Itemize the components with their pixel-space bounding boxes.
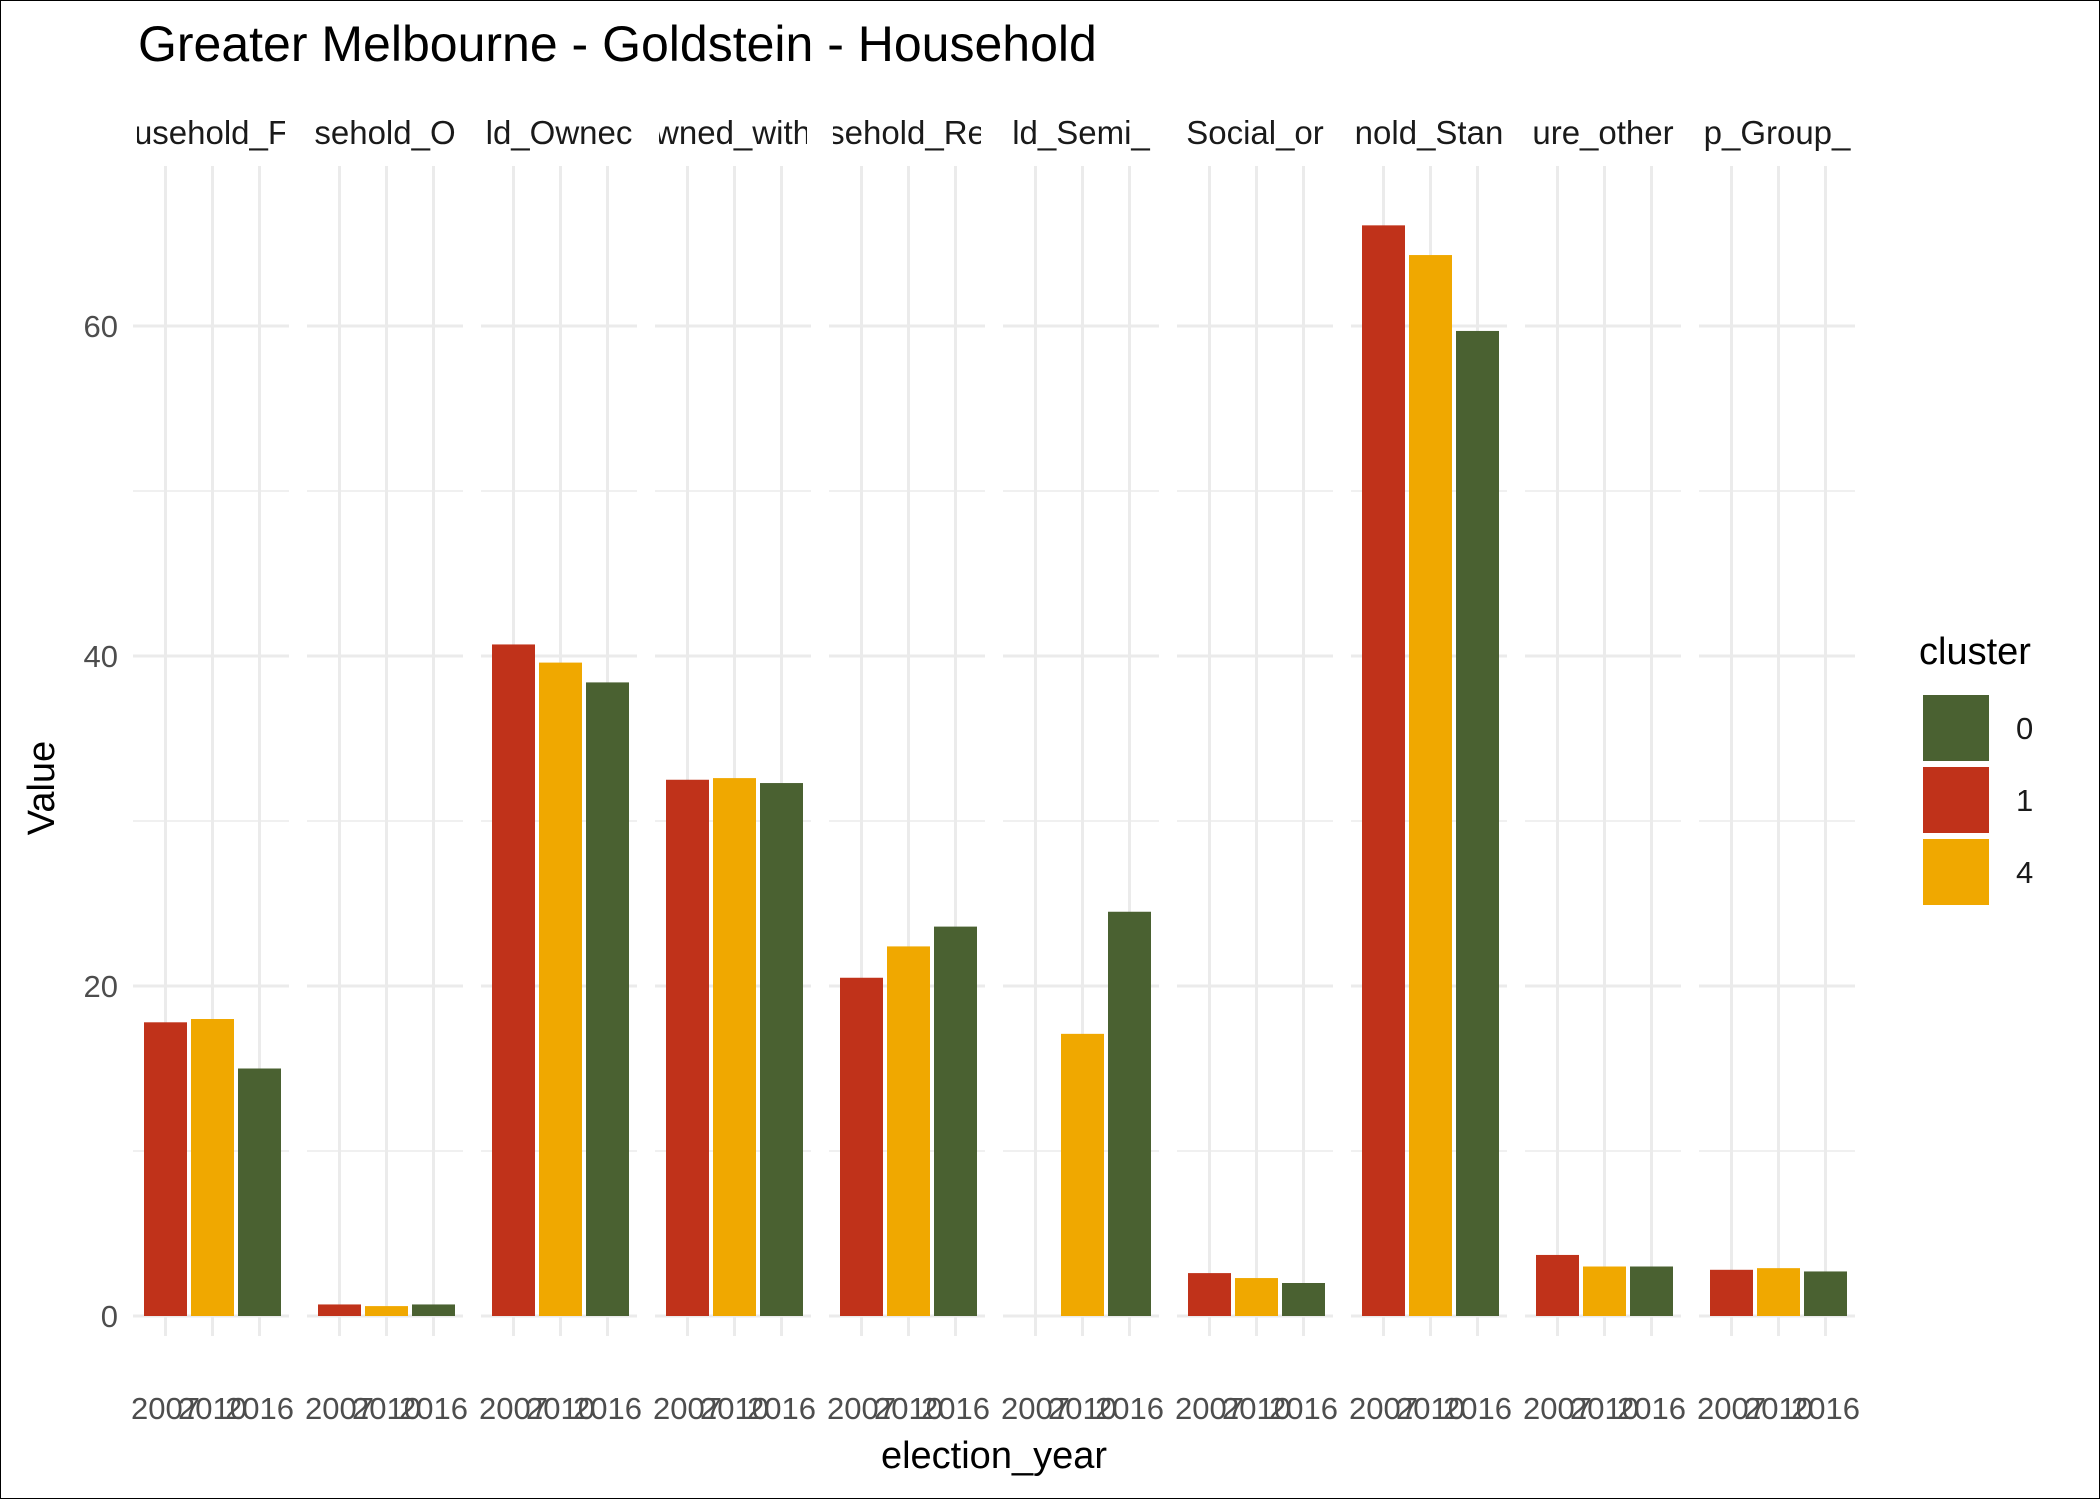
chart-title: Greater Melbourne - Goldstein - Househol… bbox=[138, 16, 1097, 72]
x-axis-title: election_year bbox=[881, 1435, 1107, 1477]
bar bbox=[1804, 1271, 1847, 1316]
bar bbox=[1630, 1266, 1673, 1316]
facet-strip-label: Social_or bbox=[1186, 114, 1324, 151]
x-tick-label: 2010 bbox=[700, 1391, 769, 1426]
x-tick-label: 2010 bbox=[526, 1391, 595, 1426]
x-tick-label: 2007 bbox=[131, 1391, 200, 1426]
bar bbox=[1108, 911, 1151, 1316]
bar bbox=[1536, 1254, 1579, 1316]
x-tick-label: 2007 bbox=[1523, 1391, 1592, 1426]
x-tick-label: 2007 bbox=[479, 1391, 548, 1426]
legend-title: cluster bbox=[1919, 631, 2031, 673]
y-axis-title: Value bbox=[21, 741, 63, 835]
bar bbox=[1409, 255, 1452, 1316]
x-tick-label: 2016 bbox=[573, 1391, 642, 1426]
x-tick-label: 2016 bbox=[921, 1391, 990, 1426]
x-tick-label: 2010 bbox=[178, 1391, 247, 1426]
x-tick-label: 2016 bbox=[747, 1391, 816, 1426]
x-tick-label: 2007 bbox=[305, 1391, 374, 1426]
bar bbox=[1235, 1278, 1278, 1316]
x-tick-label: 2007 bbox=[1001, 1391, 1070, 1426]
facet-strip-label: p_Group_ bbox=[1704, 114, 1851, 151]
facet-strip-label: sehold_Re bbox=[828, 114, 986, 151]
x-tick-label: 2007 bbox=[1175, 1391, 1244, 1426]
bar bbox=[1456, 330, 1499, 1316]
bar bbox=[1061, 1033, 1104, 1316]
y-tick-label: 0 bbox=[101, 1299, 118, 1334]
legend-key-label: 4 bbox=[2016, 855, 2033, 890]
bar bbox=[238, 1068, 281, 1316]
x-tick-label: 2010 bbox=[1396, 1391, 1465, 1426]
facet-strip-label: wned_with bbox=[654, 114, 811, 151]
x-tick-label: 2016 bbox=[399, 1391, 468, 1426]
bar bbox=[666, 779, 709, 1316]
legend-key-label: 1 bbox=[2016, 783, 2033, 818]
facet-strips: usehold_F sehold_O ld_Ownec wned_with sehold… bbox=[134, 114, 1851, 151]
bar bbox=[144, 1022, 187, 1316]
bar bbox=[1282, 1283, 1325, 1316]
bar bbox=[840, 977, 883, 1316]
bar bbox=[1188, 1273, 1231, 1316]
bar bbox=[887, 946, 930, 1316]
bar bbox=[318, 1304, 361, 1316]
x-tick-label: 2010 bbox=[352, 1391, 421, 1426]
x-tick-label: 2016 bbox=[1617, 1391, 1686, 1426]
x-tick-label: 2016 bbox=[1269, 1391, 1338, 1426]
x-tick-label: 2016 bbox=[1095, 1391, 1164, 1426]
legend-key-swatch bbox=[1923, 695, 1989, 761]
bar bbox=[412, 1304, 455, 1316]
facet-strip-label: nold_Stan bbox=[1355, 114, 1504, 151]
bar bbox=[1362, 225, 1405, 1317]
bar bbox=[586, 682, 629, 1316]
bar bbox=[492, 644, 535, 1316]
facet-strip-label: ld_Ownec bbox=[486, 114, 633, 151]
x-tick-label: 2016 bbox=[225, 1391, 294, 1426]
bar bbox=[713, 778, 756, 1316]
facet-strip-label: ure_other bbox=[1532, 114, 1673, 151]
y-tick-label: 60 bbox=[84, 309, 118, 344]
x-tick-label: 2007 bbox=[827, 1391, 896, 1426]
bar bbox=[1710, 1269, 1753, 1316]
bar bbox=[539, 662, 582, 1316]
legend-key-label: 0 bbox=[2016, 711, 2033, 746]
x-tick-label: 2010 bbox=[1048, 1391, 1117, 1426]
bars bbox=[144, 225, 1847, 1317]
y-tick-label: 20 bbox=[84, 969, 118, 1004]
x-tick-label: 2010 bbox=[1570, 1391, 1639, 1426]
bar bbox=[760, 783, 803, 1316]
facet-strip-label: usehold_F bbox=[134, 114, 288, 151]
bar bbox=[1757, 1268, 1800, 1316]
bar bbox=[934, 926, 977, 1316]
x-tick-label: 2007 bbox=[653, 1391, 722, 1426]
x-tick-label: 2007 bbox=[1349, 1391, 1418, 1426]
bar bbox=[365, 1306, 408, 1316]
x-tick-label: 2007 bbox=[1697, 1391, 1766, 1426]
bar bbox=[1583, 1266, 1626, 1316]
x-tick-label: 2010 bbox=[874, 1391, 943, 1426]
y-axis-ticks: 0 20 40 60 bbox=[84, 309, 118, 1334]
facet-strip-label: sehold_O bbox=[314, 114, 455, 151]
legend-key-swatch bbox=[1923, 767, 1989, 833]
bar bbox=[191, 1019, 234, 1316]
legend-key-swatch bbox=[1923, 839, 1989, 905]
y-tick-label: 40 bbox=[84, 639, 118, 674]
x-tick-label: 2016 bbox=[1791, 1391, 1860, 1426]
legend: cluster 0 1 4 bbox=[1919, 631, 2033, 905]
x-tick-label: 2010 bbox=[1744, 1391, 1813, 1426]
x-tick-label: 2010 bbox=[1222, 1391, 1291, 1426]
grid-lines bbox=[133, 166, 1855, 1336]
facet-strip-label: ld_Semi_ bbox=[1012, 114, 1150, 151]
x-tick-label: 2016 bbox=[1443, 1391, 1512, 1426]
